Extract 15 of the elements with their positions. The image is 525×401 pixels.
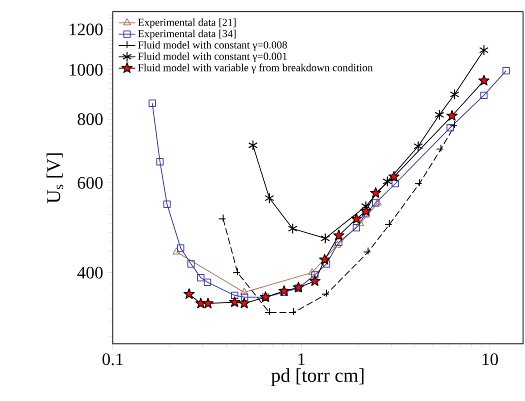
legend-label: Experimental data [34] (138, 30, 236, 40)
y-tick-label: 400 (77, 266, 103, 279)
y-tick-label: 600 (78, 177, 103, 190)
legend-label: Fluid model with constant γ=0.001 (138, 52, 287, 62)
y-tick-label: 1000 (70, 64, 103, 76)
x-tick-label: 1 (298, 354, 305, 366)
x-axis-title: pd [torr cm] (271, 368, 364, 386)
legend-label: Experimental data [21] (138, 18, 236, 28)
legend-label: Fluid model with constant γ=0.008 (138, 41, 287, 51)
y-axis-title: U$_{s}$ [V] (46, 154, 64, 204)
y-tick-label: 800 (78, 114, 103, 126)
y-tick-label: 1200 (70, 24, 103, 36)
x-tick-label: 10 (482, 354, 498, 366)
legend-label: Fluid model with variable γ from breakdown condition (138, 64, 373, 74)
x-tick-label: 0.1 (102, 354, 123, 366)
